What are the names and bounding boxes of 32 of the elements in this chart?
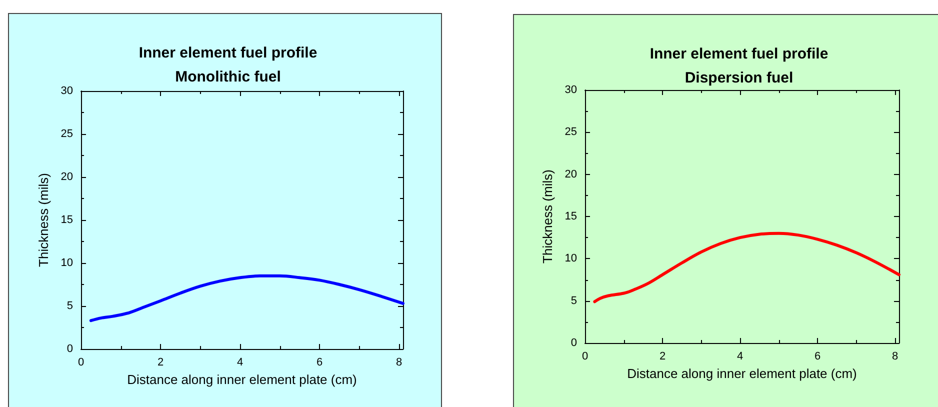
x-tick-label: 0 (582, 350, 588, 362)
y-tick-label: 20 (564, 168, 577, 180)
y-axis-title: Thickness (mils) (36, 173, 51, 267)
x-tick-label: 2 (659, 350, 666, 362)
y-axis-title: Thickness (mils) (540, 170, 555, 264)
y-tick-label: 10 (60, 257, 73, 269)
line-series (89, 274, 404, 322)
chart-title: Inner element fuel profile Monolithic fuel (138, 44, 318, 86)
x-tick-label: 8 (892, 350, 898, 362)
x-tick-label: 2 (157, 356, 164, 368)
x-axis-title: Distance along inner element plate (cm) (627, 366, 857, 381)
y-tick-label: 0 (66, 343, 73, 355)
y-tick-label: 10 (564, 252, 577, 265)
x-tick-label: 4 (737, 350, 744, 362)
x-tick-label: 6 (316, 356, 323, 368)
y-tick-label: 5 (66, 300, 73, 312)
x-tick-label: 0 (78, 356, 84, 368)
x-tick-label: 4 (236, 356, 244, 368)
x-tick-label: 8 (396, 356, 402, 368)
y-tick-label: 15 (60, 214, 73, 226)
y-tick-label: 30 (60, 85, 73, 97)
y-tick-label: 30 (564, 84, 577, 96)
chart-title: Inner element fuel profile Dispersion fuel (650, 46, 828, 86)
x-axis-title: Distance along inner element plate (cm) (127, 372, 357, 387)
y-tick-label: 15 (564, 210, 577, 222)
y-tick-label: 25 (564, 126, 577, 138)
line-series (593, 232, 900, 304)
x-tick-label: 6 (814, 350, 821, 362)
y-tick-label: 0 (570, 337, 577, 349)
y-tick-label: 25 (60, 128, 73, 140)
y-tick-label: 20 (60, 171, 73, 183)
y-tick-label: 5 (570, 294, 577, 307)
